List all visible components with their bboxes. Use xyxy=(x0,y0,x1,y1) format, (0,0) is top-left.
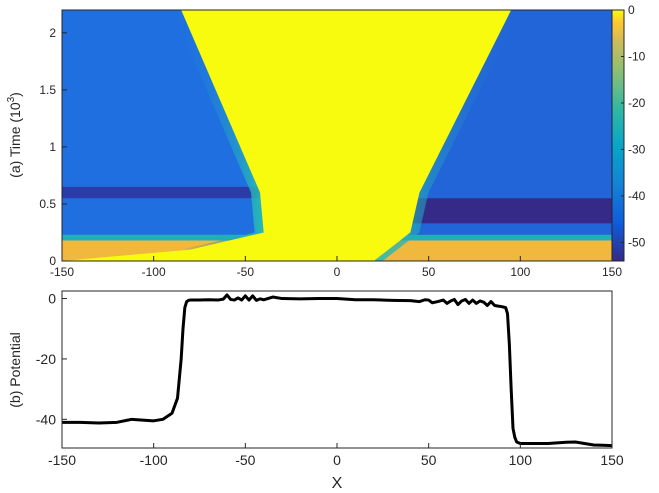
potential-x-ticks: -150 -100 -50 0 50 100 150 xyxy=(48,443,624,468)
heatmap-y-tick-label: 1 xyxy=(49,140,56,154)
heatmap-panel: -150 -100 -50 0 50 100 150 0 0.5 1 1.5 2 (a) Time … xyxy=(6,9,622,279)
colorbar: 0 -10 -20 -30 -40 -50 xyxy=(611,3,646,262)
potential-x-axis-label: X xyxy=(332,475,343,492)
potential-x-tick-label: 150 xyxy=(600,452,624,468)
colorbar-tick-label: 0 xyxy=(628,3,635,17)
heatmap-x-tick-label: 100 xyxy=(510,265,530,279)
potential-y-tick-label: -20 xyxy=(36,351,56,367)
heatmap-y-ticks: 0 0.5 1 1.5 2 xyxy=(39,26,67,268)
potential-y-ticks: 0 -20 -40 xyxy=(36,291,67,427)
potential-y-tick-label: 0 xyxy=(48,291,56,307)
heatmap-x-tick-label: 50 xyxy=(422,265,436,279)
potential-y-axis-label: (b) Potential xyxy=(7,332,23,407)
heatmap-x-tick-label: -100 xyxy=(142,265,166,279)
potential-plot-area xyxy=(62,291,612,448)
heatmap-y-tick-label: 0 xyxy=(49,254,56,268)
colorbar-tick-label: -40 xyxy=(628,189,646,203)
heatmap-x-tick-label: -150 xyxy=(50,265,74,279)
colorbar-ticks: 0 -10 -20 -30 -40 -50 xyxy=(621,3,646,249)
colorbar-tick-label: -50 xyxy=(628,235,646,249)
heatmap-y-tick-label: 2 xyxy=(49,26,56,40)
potential-y-tick-label: -40 xyxy=(36,411,56,427)
heatmap-y-tick-label: 0.5 xyxy=(39,197,56,211)
heatmap-x-tick-label: 0 xyxy=(334,265,341,279)
heatmap-y-tick-label: 1.5 xyxy=(39,83,56,97)
heatmap-right-front-edge xyxy=(373,10,521,261)
potential-panel: -150 -100 -50 0 50 100 150 0 -20 -40 X (b) Poten… xyxy=(7,290,624,492)
heatmap-x-tick-label: 150 xyxy=(602,265,622,279)
heatmap-left-front-edge xyxy=(172,10,264,250)
potential-x-tick-label: -50 xyxy=(235,452,255,468)
colorbar-gradient xyxy=(611,9,625,262)
colorbar-tick-label: -10 xyxy=(628,49,646,63)
potential-series-line xyxy=(62,293,612,448)
colorbar-tick-label: -30 xyxy=(628,142,646,156)
potential-x-tick-label: 100 xyxy=(509,452,533,468)
potential-x-tick-label: 0 xyxy=(333,452,341,468)
heatmap-y-axis-label: (a) Time (103) xyxy=(6,92,23,178)
potential-x-tick-label: 50 xyxy=(421,452,437,468)
colorbar-tick-label: -20 xyxy=(628,96,646,110)
heatmap-high-region xyxy=(62,10,612,261)
potential-x-tick-label: -150 xyxy=(48,452,76,468)
heatmap-dark-band-left xyxy=(62,186,273,199)
heatmap-dark-band-right xyxy=(392,198,612,224)
heatmap-x-tick-label: -50 xyxy=(237,265,255,279)
potential-x-tick-label: -100 xyxy=(140,452,168,468)
heatmap-x-ticks: -150 -100 -50 0 50 100 150 xyxy=(50,256,622,279)
